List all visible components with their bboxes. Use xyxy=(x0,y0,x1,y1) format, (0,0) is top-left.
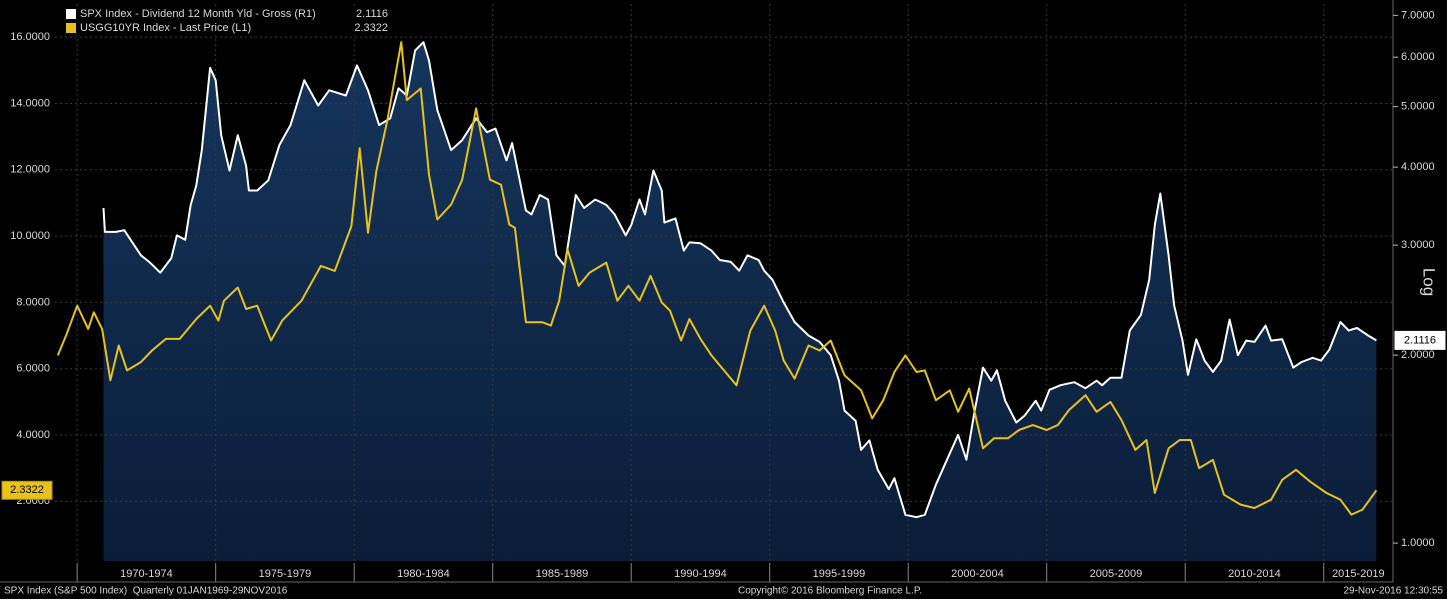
y2-tick-label: 5.0000 xyxy=(1401,101,1435,113)
legend: SPX Index - Dividend 12 Month Yld - Gros… xyxy=(63,7,390,35)
y2-scale-label: Log xyxy=(1420,268,1439,296)
legend-bg xyxy=(63,21,390,35)
y-tick-label: 4.0000 xyxy=(16,429,50,441)
area xyxy=(103,42,1377,561)
series-line xyxy=(102,41,1377,519)
x-tick-label: 2010-2014 xyxy=(1228,568,1281,580)
footer-center: Copyright© 2016 Bloomberg Finance L.P. xyxy=(738,586,922,597)
legend-value: 2.3322 xyxy=(354,22,388,34)
value-tag-label: 2.3322 xyxy=(10,484,44,496)
series-line xyxy=(56,41,1378,516)
areas xyxy=(103,42,1377,561)
x-tick-label: 1985-1989 xyxy=(536,568,589,580)
axes: 2.0000 4.0000 6.0000 8.0000 10.0000 12.0000 14… xyxy=(0,0,1446,583)
legend-value: 2.1116 xyxy=(356,8,388,20)
value-tag-label: 2.1116 xyxy=(1404,334,1436,346)
y2-tick-label: 1.0000 xyxy=(1401,537,1435,549)
y-tick-label: 8.0000 xyxy=(16,296,50,308)
y-tick-label: 10.0000 xyxy=(10,230,50,242)
y2-tick-label: 7.0000 xyxy=(1401,9,1435,21)
legend-swatch xyxy=(66,23,76,33)
value-tag xyxy=(1,480,53,500)
legend-bg xyxy=(63,7,390,21)
x-tick-label: 1995-1999 xyxy=(813,568,866,580)
legend-label: USGG10YR Index - Last Price (L1) xyxy=(80,22,251,34)
x-tick-label: 2005-2009 xyxy=(1090,568,1143,580)
legend-label: SPX Index - Dividend 12 Month Yld - Gros… xyxy=(80,8,316,20)
y-tick-label: 6.0000 xyxy=(16,363,50,375)
y-tick-label: 16.0000 xyxy=(10,31,50,43)
y-tick-label: 14.0000 xyxy=(10,97,50,109)
y2-tick-label: 3.0000 xyxy=(1401,239,1435,251)
lines xyxy=(56,41,1378,519)
grid xyxy=(55,4,1393,561)
x-tick-label: 2015-2019 xyxy=(1332,568,1385,580)
x-tick-label: 1970-1974 xyxy=(120,568,173,580)
x-tick-label: 1980-1984 xyxy=(397,568,450,580)
x-tick-label: 2000-2004 xyxy=(951,568,1004,580)
y2-tick-label: 6.0000 xyxy=(1401,51,1435,63)
x-tick-label: 1990-1994 xyxy=(674,568,727,580)
y2-tick-label: 4.0000 xyxy=(1401,161,1435,173)
x-tick-label: 1975-1979 xyxy=(259,568,312,580)
y2-tick-label: 2.0000 xyxy=(1401,349,1435,361)
y-tick-label: 12.0000 xyxy=(10,164,50,176)
footer-left: SPX Index (S&P 500 Index) Quarterly 01JA… xyxy=(4,586,288,597)
value-tag xyxy=(1394,330,1446,350)
footer-right: 29-Nov-2016 12:30:55 xyxy=(1343,586,1443,597)
legend-swatch xyxy=(66,9,76,19)
